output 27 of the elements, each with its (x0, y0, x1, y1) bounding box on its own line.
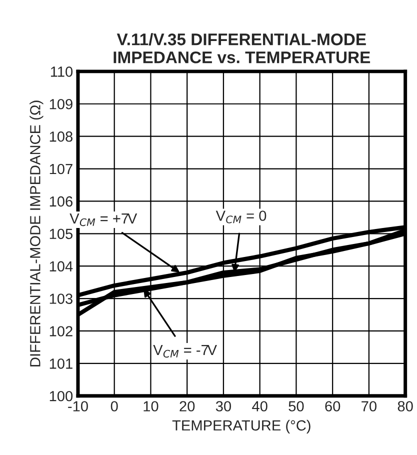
x-tick-label: 70 (362, 401, 376, 412)
x-axis-title: TEMPERATURE (°C) (172, 420, 310, 434)
y-tick-label: 110 (50, 66, 73, 77)
y-axis-title: DIFFERENTIAL-MODE IMPEDANCE (Ω) (30, 100, 44, 366)
y-tick-label: 105 (50, 228, 73, 240)
y-tick-label: 100 (50, 390, 73, 402)
x-tick-label: 40 (252, 401, 268, 412)
x-tick-label: 60 (325, 401, 340, 412)
y-tick-label: 103 (50, 294, 72, 304)
chart-title: V.11/V.35 DIFFERENTIAL-MODE IMPEDANCE vs. TEMPERATURE (114, 33, 370, 64)
x-tick-label: 50 (288, 401, 304, 412)
y-tick-label: 101 (50, 358, 72, 369)
y-tick-label: 106 (50, 196, 72, 207)
x-tick-label: 30 (216, 401, 232, 412)
x-tick-label: 0 (110, 401, 118, 412)
annotation: V$_{CM}$ = +7V (70, 214, 138, 226)
annotation: V$_{CM}$ = -7V (153, 345, 217, 358)
x-tick-label: -10 (68, 401, 88, 412)
y-tick-label: 108 (50, 131, 72, 142)
y-tick-label: 109 (50, 98, 72, 110)
x-tick-label: 80 (398, 401, 413, 412)
y-tick-label: 102 (50, 326, 72, 336)
x-tick-label: 10 (144, 401, 158, 412)
y-tick-label: 107 (50, 164, 72, 174)
y-tick-label: 104 (50, 261, 73, 272)
annotation: V$_{CM}$ = 0 (216, 210, 266, 224)
x-tick-label: 20 (180, 401, 195, 412)
